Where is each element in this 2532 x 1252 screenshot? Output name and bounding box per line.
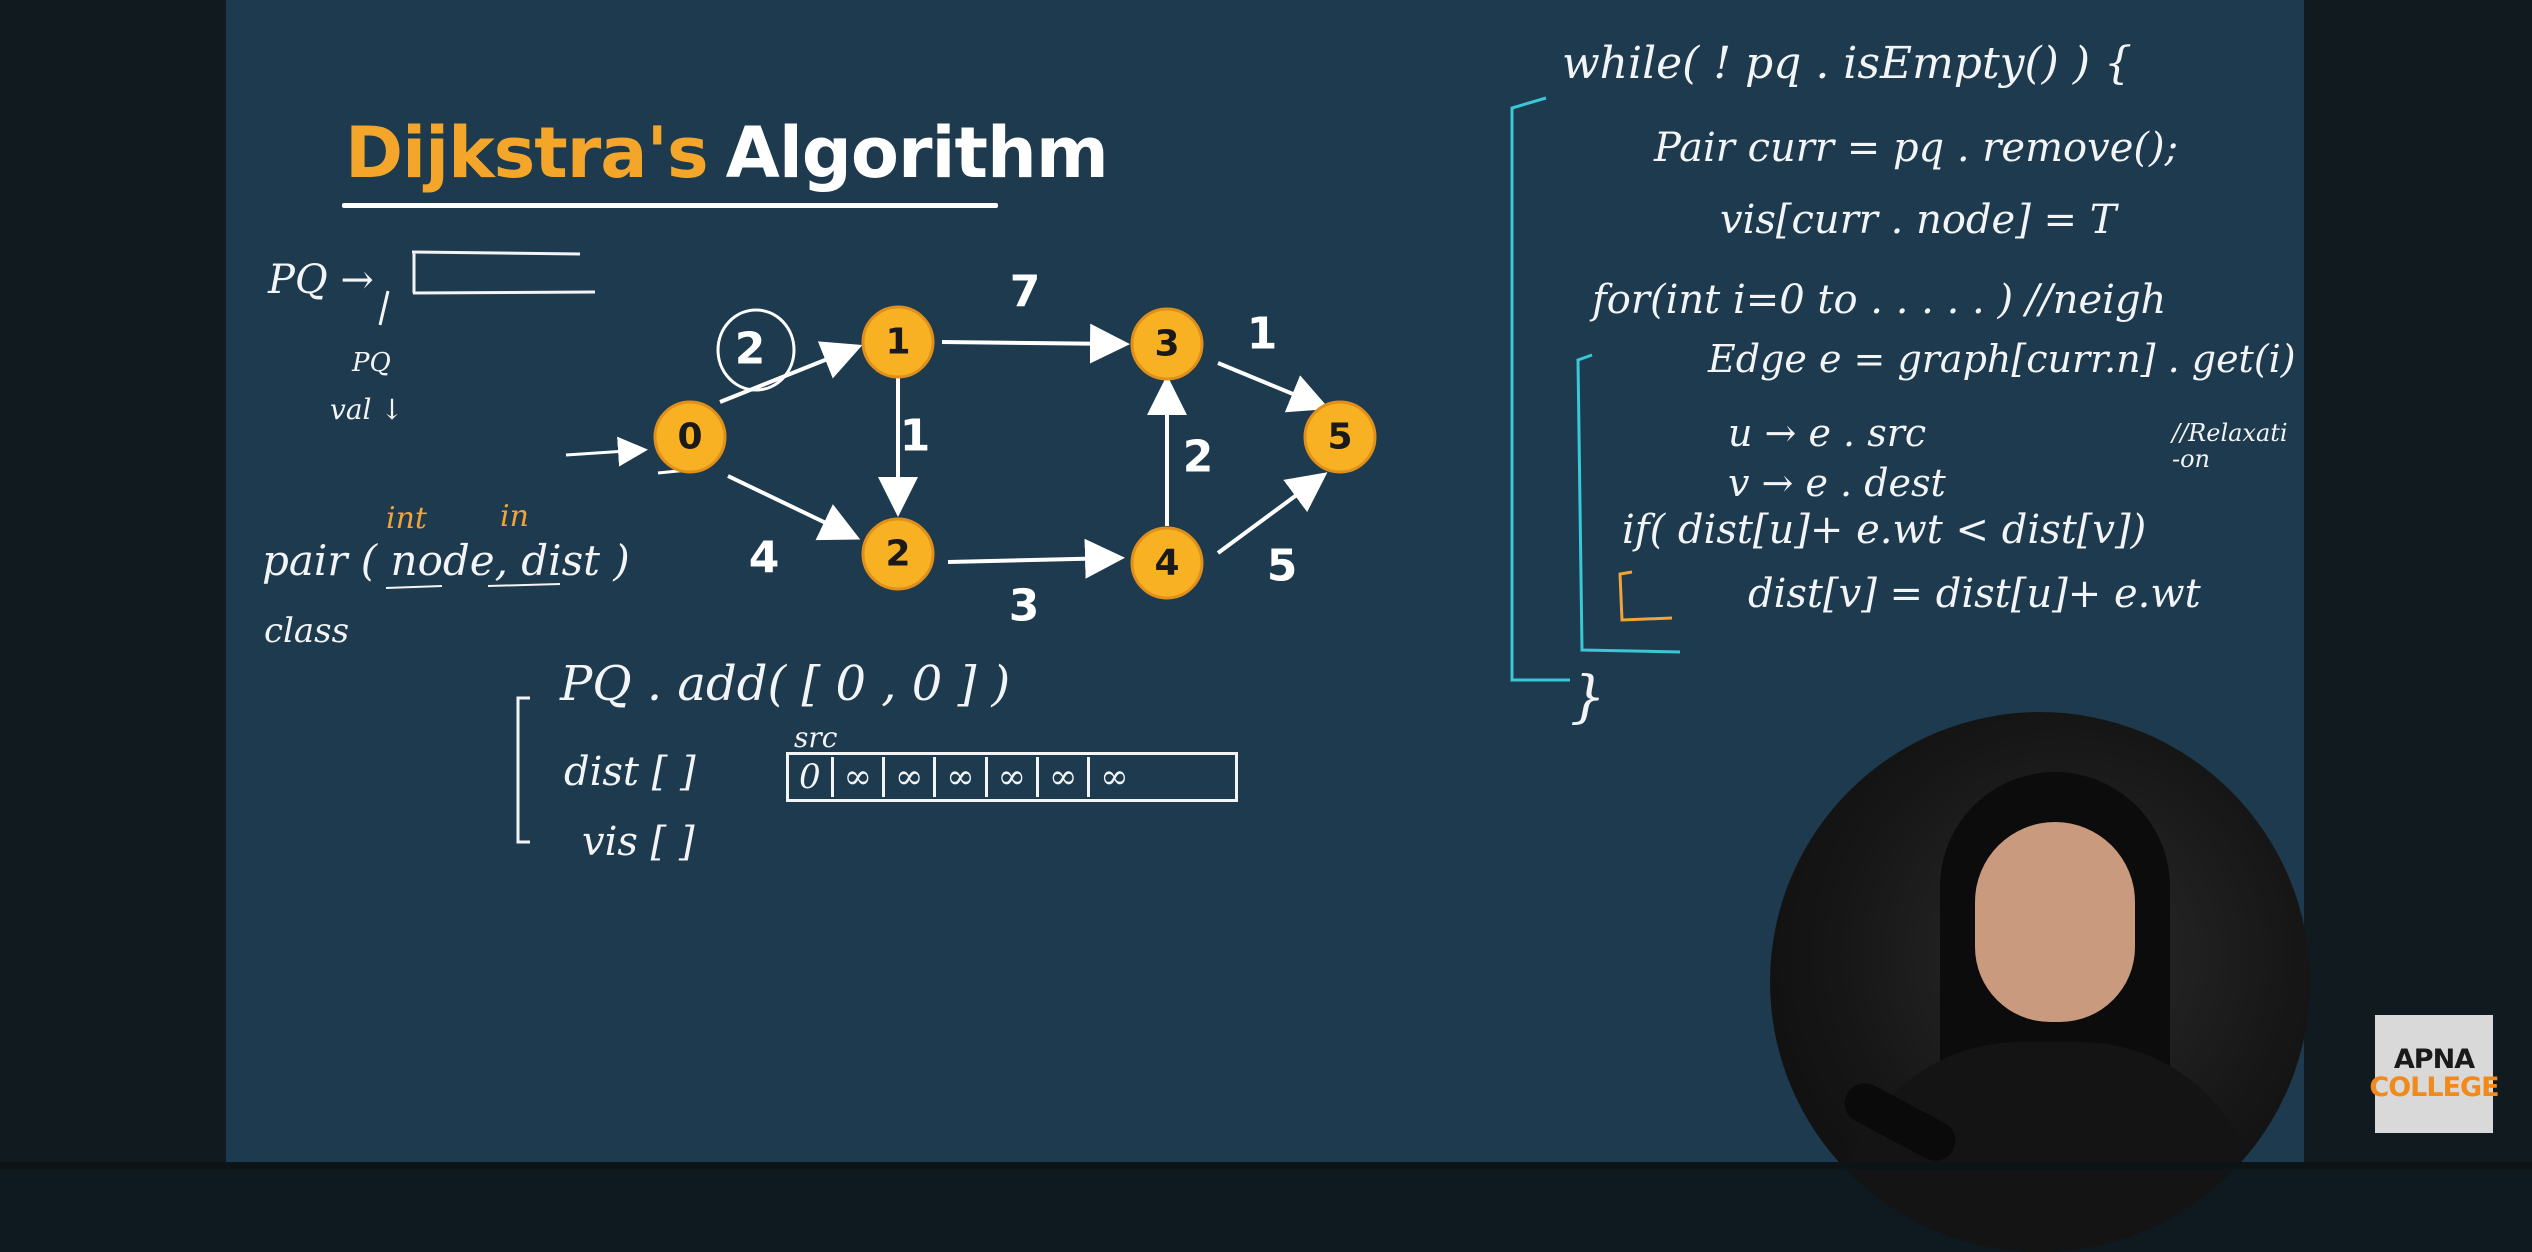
val-label: val ↓ <box>330 393 404 426</box>
node-1-label: 1 <box>885 322 910 363</box>
dist-cell-3: ∞ <box>936 757 988 797</box>
pq-small-label: PQ <box>352 348 391 378</box>
slide-title: Dijkstra's Algorithm <box>345 112 1109 194</box>
node-5-circle <box>1303 400 1377 474</box>
vis-label: vis [ ] <box>582 819 695 865</box>
code-line-u: u → e . src <box>1728 411 1927 455</box>
node-4-label: 4 <box>1154 543 1179 584</box>
node-0-label: 0 <box>677 417 702 458</box>
edge-2-4 <box>947 538 1125 579</box>
weight-0-1: 2 <box>735 324 766 375</box>
title-underline <box>342 203 998 208</box>
logo-line-1: APNA <box>2393 1044 2475 1075</box>
node-0-circle <box>653 400 727 474</box>
right-margin <box>2304 0 2532 1170</box>
left-bracket <box>516 696 530 844</box>
for-bracket <box>1576 353 1681 654</box>
pq-box-sketch <box>378 250 596 326</box>
weight-0-2: 4 <box>749 533 780 584</box>
code-line-v: v → e . dest <box>1728 461 1946 505</box>
node-5-label: 5 <box>1327 417 1352 458</box>
node-2-label: 2 <box>885 534 910 575</box>
weight-3-5: 1 <box>1247 309 1278 360</box>
edge-3-5 <box>1217 361 1330 413</box>
dist-cell-5: ∞ <box>1039 757 1091 797</box>
code-line-while: while( ! pq . isEmpty() ) { <box>1562 38 2132 89</box>
node-1-circle <box>861 305 935 379</box>
node-4-circle <box>1130 526 1204 600</box>
code-line-relax: dist[v] = dist[u]+ e.wt <box>1748 571 2201 617</box>
code-line-vis: vis[curr . node] = T <box>1720 197 2117 243</box>
code-line-edge: Edge e = graph[curr.n] . get(i) <box>1708 337 2296 381</box>
node-3-circle <box>1130 307 1204 381</box>
dist-cell-2: ∞ <box>885 757 937 797</box>
in-label: in <box>500 499 529 534</box>
int-label: int <box>386 501 427 536</box>
title-part-algorithm: Algorithm <box>725 112 1109 194</box>
dist-label: dist [ ] <box>564 749 696 795</box>
dist-array: 0 ∞ ∞ ∞ ∞ ∞ ∞ <box>786 752 1238 802</box>
weight-4-5: 5 <box>1267 541 1298 592</box>
code-line-pair: Pair curr = pq . remove(); <box>1654 125 2179 171</box>
weight-2-4: 3 <box>1009 581 1040 632</box>
bottom-strip <box>0 1162 2532 1170</box>
pq-add-label: PQ . add( [ 0 , 0 ] ) <box>560 656 1011 712</box>
title-part-dijkstra: Dijkstra's <box>345 112 709 194</box>
edge-1-3 <box>941 323 1130 364</box>
weight-1-2: 1 <box>900 411 931 462</box>
while-bracket <box>1510 96 1570 682</box>
node-2-circle <box>861 517 935 591</box>
edge-0-2 <box>727 474 861 541</box>
src-label: src <box>794 721 838 754</box>
edge-4-5 <box>1216 472 1328 555</box>
source-arrow <box>565 436 648 467</box>
presenter-body <box>1840 1042 2260 1252</box>
pair-underline <box>385 583 561 589</box>
pair-label: pair ( node, dist ) <box>262 536 630 585</box>
apna-college-logo: APNA COLLEGE <box>2369 1015 2500 1133</box>
code-line-if: if( dist[u]+ e.wt < dist[v]) <box>1622 507 2147 553</box>
presenter-webcam <box>1770 712 2310 1252</box>
left-margin <box>0 0 226 1170</box>
presenter-face <box>1975 822 2135 1022</box>
if-bracket <box>1618 570 1673 622</box>
pq-label: PQ → <box>268 257 374 303</box>
dist-cell-1: ∞ <box>834 757 885 797</box>
node-3-label: 3 <box>1154 324 1179 365</box>
dist-cell-0: 0 <box>789 757 834 797</box>
relax-note: //Relaxati -on <box>2172 419 2288 474</box>
weight-4-3: 2 <box>1183 432 1214 483</box>
dist-cell-6: ∞ <box>1100 757 1129 797</box>
code-line-for: for(int i=0 to . . . . . ) //neigh <box>1592 277 2167 323</box>
code-line-close: } <box>1570 665 1606 730</box>
logo-line-2: COLLEGE <box>2369 1072 2499 1103</box>
weight-circle <box>716 308 796 392</box>
weight-1-3: 7 <box>1010 267 1041 318</box>
class-label: class <box>264 611 350 651</box>
dist-cell-4: ∞ <box>988 757 1039 797</box>
graph-diagram: 0 1 2 3 4 5 2 4 1 7 3 2 1 5 <box>378 96 1681 844</box>
